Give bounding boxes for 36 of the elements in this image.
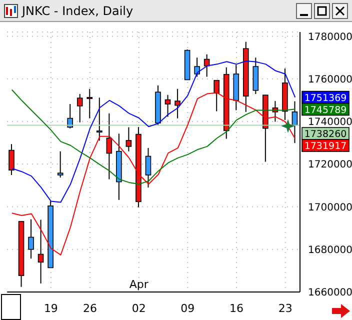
ref-line-label: 1738260	[304, 129, 347, 140]
line-series	[11, 89, 296, 185]
candlestick	[252, 57, 259, 95]
data-label: 1745789	[304, 104, 347, 116]
candlestick	[57, 150, 64, 178]
x-tick-label: 26	[83, 302, 98, 315]
candlestick	[67, 104, 73, 129]
candlestick	[214, 80, 220, 112]
x-tick-label: Apr 02	[129, 278, 149, 315]
candlestick	[204, 54, 210, 78]
y-tick-label: 1700000	[308, 202, 352, 214]
candlestick	[174, 88, 180, 119]
y-tick-label: 1780000	[308, 32, 352, 43]
candlestick	[106, 112, 112, 180]
y-tick-label: 1760000	[308, 74, 352, 86]
candlestick	[126, 126, 132, 152]
y-tick-label: 1680000	[308, 244, 352, 256]
y-tick-label: 1660000	[308, 288, 352, 299]
data-label: 1751369	[304, 92, 347, 104]
x-tick-label: 23	[278, 302, 292, 315]
y-tick-label: 1740000	[308, 117, 352, 128]
candlestick	[145, 147, 152, 188]
candlestick	[96, 97, 102, 142]
data-label: 1731917	[304, 141, 347, 152]
candlestick	[194, 57, 200, 78]
x-tick-label: 09	[180, 302, 195, 315]
candlestick	[164, 94, 171, 118]
chart-title: JNKC - Index, Daily	[22, 4, 134, 18]
x-tick-label: 19	[44, 302, 58, 315]
candlestick	[38, 219, 44, 284]
candlestick	[28, 218, 34, 260]
candlestick	[76, 94, 83, 123]
candlestick	[86, 88, 93, 119]
candlestick	[8, 144, 14, 176]
x-tick-label: 16	[230, 302, 244, 315]
y-tick-label: 1720000	[308, 160, 352, 171]
